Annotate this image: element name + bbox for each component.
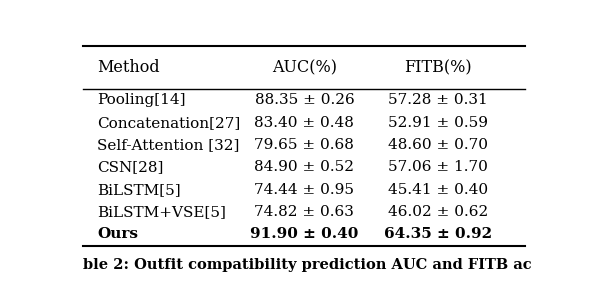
Text: Ours: Ours <box>97 228 138 241</box>
Text: 48.60 ± 0.70: 48.60 ± 0.70 <box>388 138 488 152</box>
Text: 91.90 ± 0.40: 91.90 ± 0.40 <box>250 228 359 241</box>
Text: 79.65 ± 0.68: 79.65 ± 0.68 <box>254 138 355 152</box>
Text: 52.91 ± 0.59: 52.91 ± 0.59 <box>388 116 488 130</box>
Text: Method: Method <box>97 59 160 76</box>
Text: Concatenation[27]: Concatenation[27] <box>97 116 241 130</box>
Text: 74.82 ± 0.63: 74.82 ± 0.63 <box>254 205 355 219</box>
Text: 88.35 ± 0.26: 88.35 ± 0.26 <box>255 93 354 107</box>
Text: 64.35 ± 0.92: 64.35 ± 0.92 <box>384 228 492 241</box>
Text: BiLSTM[5]: BiLSTM[5] <box>97 183 181 197</box>
Text: ble 2: Outfit compatibility prediction AUC and FITB ac: ble 2: Outfit compatibility prediction A… <box>83 257 532 272</box>
Text: Pooling[14]: Pooling[14] <box>97 93 186 107</box>
Text: FITB(%): FITB(%) <box>404 59 472 76</box>
Text: 46.02 ± 0.62: 46.02 ± 0.62 <box>388 205 488 219</box>
Text: CSN[28]: CSN[28] <box>97 160 163 174</box>
Text: 57.06 ± 1.70: 57.06 ± 1.70 <box>388 160 488 174</box>
Text: AUC(%): AUC(%) <box>272 59 337 76</box>
Text: Self-Attention [32]: Self-Attention [32] <box>97 138 239 152</box>
Text: 57.28 ± 0.31: 57.28 ± 0.31 <box>388 93 488 107</box>
Text: 84.90 ± 0.52: 84.90 ± 0.52 <box>254 160 355 174</box>
Text: BiLSTM+VSE[5]: BiLSTM+VSE[5] <box>97 205 226 219</box>
Text: 83.40 ± 0.48: 83.40 ± 0.48 <box>254 116 355 130</box>
Text: 45.41 ± 0.40: 45.41 ± 0.40 <box>388 183 488 197</box>
Text: 74.44 ± 0.95: 74.44 ± 0.95 <box>254 183 355 197</box>
